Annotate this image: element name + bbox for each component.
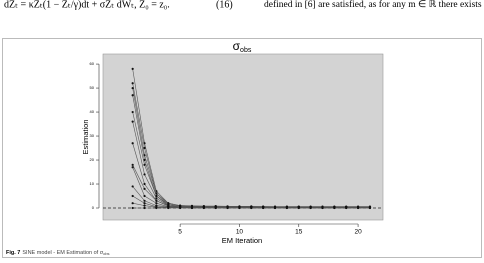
data-point (131, 185, 134, 188)
data-point (155, 202, 158, 205)
data-point (250, 206, 253, 210)
data-point (155, 194, 158, 198)
x-tick-label: 15 (295, 229, 303, 236)
x-axis-label: EM Iteration (222, 236, 262, 245)
data-point (356, 206, 360, 210)
data-point (131, 82, 134, 85)
data-point (143, 146, 146, 150)
data-point (179, 206, 182, 210)
data-point (155, 206, 158, 210)
data-point (273, 206, 277, 210)
data-point (143, 187, 146, 190)
data-point (238, 206, 241, 210)
data-point (285, 206, 288, 210)
data-point (143, 206, 146, 210)
data-point (143, 158, 146, 162)
y-tick-label: 60 (90, 61, 95, 66)
plot-area (102, 53, 384, 221)
y-tick-label: 30 (90, 133, 95, 138)
y-tick-label: 0 (92, 205, 95, 210)
data-point (131, 206, 134, 210)
data-point (190, 206, 194, 210)
title-main: σ (233, 39, 241, 53)
y-tick-label: 40 (90, 109, 95, 114)
data-point (131, 110, 134, 114)
x-tick-label: 10 (236, 229, 244, 236)
data-point (155, 197, 158, 200)
data-point (226, 206, 229, 210)
data-point (143, 194, 146, 198)
data-point (143, 182, 146, 186)
data-point (345, 206, 348, 210)
data-point (131, 166, 134, 169)
caption-sub: obs (103, 251, 109, 256)
data-point (131, 194, 134, 198)
equation: dZₜ = κZₜ(1 − Zₜ/γ)dt + σZₜ dWₜ, Z₀ = z₀… (4, 0, 170, 10)
caption-label: Fig. 7 (6, 250, 20, 256)
data-point (131, 163, 134, 166)
data-point (131, 202, 134, 205)
equation-number: (16) (216, 0, 233, 10)
data-point (143, 199, 146, 202)
caption: Fig. 7 SINE model - EM Estimation of σobs (6, 250, 110, 256)
data-point (202, 206, 205, 210)
y-axis-label: Estimation (81, 119, 90, 154)
data-point (143, 163, 146, 166)
data-point (131, 120, 134, 123)
plot: 0 10 20 30 40 50 60 5 10 15 20 (90, 53, 384, 236)
title-sub: obs (240, 47, 252, 54)
data-point (321, 206, 324, 210)
data-point (131, 67, 134, 70)
data-point (167, 206, 170, 210)
data-point (143, 204, 146, 207)
data-point (131, 86, 134, 90)
data-point (262, 206, 265, 210)
data-point (143, 173, 146, 176)
y-tick-label: 50 (90, 85, 95, 90)
data-point (297, 206, 300, 210)
chart-title: σobs (233, 39, 252, 54)
data-point (131, 94, 134, 97)
x-tick-label: 5 (178, 229, 182, 236)
right-column-text: defined in [6] are satisfied, as for any… (264, 0, 482, 10)
data-point (333, 206, 336, 210)
y-tick-label: 10 (90, 181, 95, 186)
data-point (131, 142, 134, 145)
y-tick-label: 20 (90, 157, 95, 162)
data-point (309, 206, 312, 210)
data-point (214, 206, 217, 210)
data-point (143, 202, 146, 205)
x-tick-label: 20 (354, 229, 362, 236)
data-point (155, 199, 158, 202)
caption-text: SINE model - EM Estimation of σ (22, 250, 103, 256)
data-point (368, 206, 372, 210)
